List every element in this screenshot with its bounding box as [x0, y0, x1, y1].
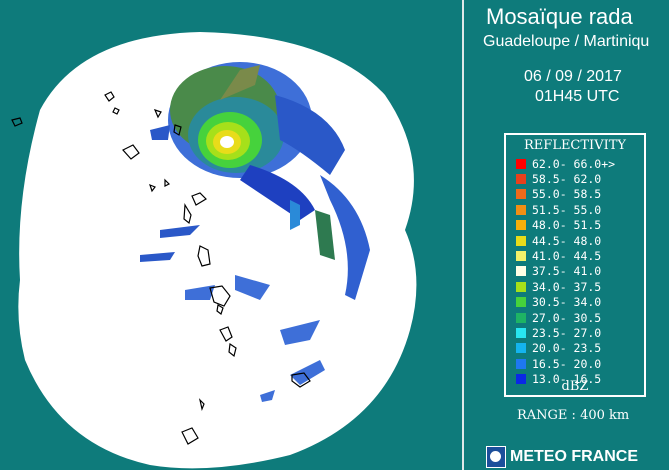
panel-title: Mosaïque rada	[486, 4, 633, 29]
legend-swatch	[516, 189, 526, 200]
legend-unit: dBZ	[561, 379, 589, 394]
legend-row-label: 20.0- 23.5	[532, 341, 602, 356]
reflectivity-legend: REFLECTIVITY 62.0- 66.0+> 58.5- 62.0 55.0-…	[504, 133, 646, 397]
legend-row: 48.0- 51.5	[516, 218, 615, 233]
legend-row-label: 58.5- 62.0	[532, 172, 602, 187]
legend-row: 13.0- 16.5	[516, 371, 615, 386]
legend-swatch	[516, 235, 526, 246]
legend-title: REFLECTIVITY	[524, 138, 626, 153]
range-label: RANGE : 400 km	[517, 408, 630, 423]
legend-swatch	[516, 297, 526, 308]
radar-map-graphic	[11, 32, 417, 469]
island-outlines	[11, 91, 311, 445]
precipitation-echoes	[140, 62, 370, 402]
panel-divider	[462, 0, 464, 470]
logo-name: METEO FRANCE	[510, 448, 638, 465]
legend-row: 20.0- 23.5	[516, 341, 615, 356]
radar-map	[11, 32, 417, 469]
legend-row-label: 16.5- 20.0	[532, 356, 602, 371]
legend-swatch	[516, 204, 526, 215]
logo-icon	[486, 446, 506, 468]
legend-row: 51.5- 55.0	[516, 202, 615, 217]
legend-row-label: 13.0- 16.5	[532, 372, 602, 387]
observation-date: 06 / 09 / 2017	[524, 68, 622, 85]
legend-swatch	[516, 327, 526, 338]
legend-swatch	[516, 312, 526, 323]
legend-row: 62.0- 66.0+>	[516, 156, 615, 171]
legend-row-label: 34.0- 37.5	[532, 279, 602, 294]
legend-row-label: 55.0- 58.5	[532, 187, 602, 202]
legend-swatch	[516, 174, 526, 185]
legend-row: 30.5- 34.0	[516, 295, 615, 310]
legend-row: 34.0- 37.5	[516, 279, 615, 294]
legend-row: 55.0- 58.5	[516, 187, 615, 202]
legend-swatch	[516, 374, 526, 385]
legend-swatch	[516, 281, 526, 292]
legend-row-label: 37.5- 41.0	[532, 264, 602, 279]
legend-row-label: 51.5- 55.0	[532, 202, 602, 217]
legend-swatch	[516, 358, 526, 369]
legend-row-label: 62.0- 66.0+>	[532, 156, 616, 171]
panel-subtitle: Guadeloupe / Martiniqu	[483, 33, 650, 50]
observation-time: 01H45 UTC	[535, 88, 620, 105]
legend-row-label: 30.5- 34.0	[532, 295, 602, 310]
legend-row: 41.0- 44.5	[516, 248, 615, 263]
legend-row-label: 41.0- 44.5	[532, 249, 602, 264]
legend-row: 44.5- 48.0	[516, 233, 615, 248]
legend-row-label: 23.5- 27.0	[532, 325, 602, 340]
legend-row-label: 48.0- 51.5	[532, 218, 602, 233]
legend-rows: 62.0- 66.0+> 58.5- 62.0 55.0- 58.5 51.5- 55…	[516, 156, 615, 387]
legend-swatch	[516, 158, 526, 169]
legend-row: 58.5- 62.0	[516, 171, 615, 186]
legend-row-label: 44.5- 48.0	[532, 233, 602, 248]
legend-row: 37.5- 41.0	[516, 264, 615, 279]
legend-row: 27.0- 30.5	[516, 310, 615, 325]
legend-row: 23.5- 27.0	[516, 325, 615, 340]
meteo-france-logo: METEO FRANCE	[486, 446, 638, 468]
legend-swatch	[516, 220, 526, 231]
info-panel: Mosaïque rada Guadeloupe / Martiniqu 06 …	[464, 0, 669, 470]
legend-row: 16.5- 20.0	[516, 356, 615, 371]
legend-swatch	[516, 251, 526, 262]
legend-swatch	[516, 266, 526, 277]
legend-row-label: 27.0- 30.5	[532, 310, 602, 325]
legend-swatch	[516, 343, 526, 354]
